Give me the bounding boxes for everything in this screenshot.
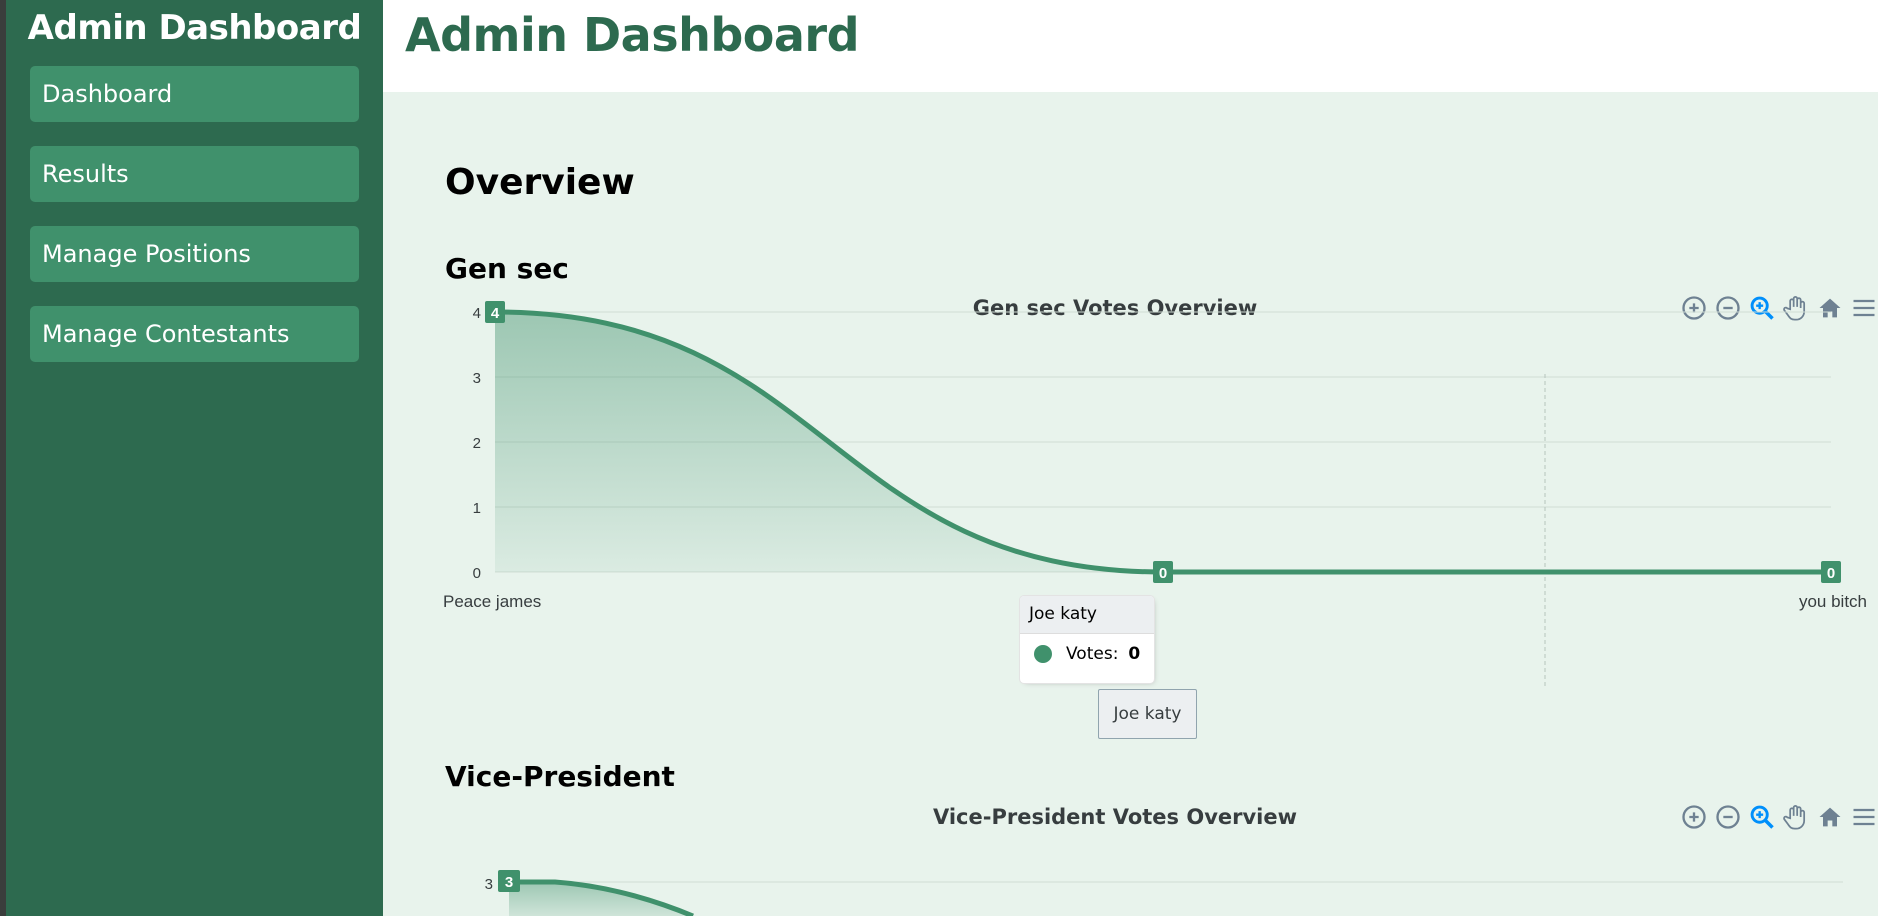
sidebar-item-dashboard[interactable]: Dashboard (30, 66, 359, 122)
tooltip-row: Votes: 0 (1020, 634, 1154, 664)
header: Admin Dashboard (383, 0, 1878, 92)
zoom-select-icon[interactable] (1748, 803, 1776, 831)
data-label: 0 (1159, 565, 1167, 582)
window-edge (0, 0, 6, 916)
data-label: 0 (1827, 565, 1835, 582)
overview-heading: Overview (445, 162, 635, 203)
data-label-box (1821, 561, 1841, 583)
y-tick-label: 3 (473, 370, 481, 387)
x-tick-label: Peace james (443, 592, 541, 611)
series-area-votes (495, 312, 1831, 572)
menu-icon[interactable] (1850, 803, 1878, 831)
data-label-box (485, 301, 505, 323)
tooltip-title: Joe katy (1020, 596, 1154, 634)
main-content: Overview Gen sec Gen sec Votes Overview … (383, 92, 1878, 916)
home-icon[interactable] (1816, 294, 1844, 322)
zoom-out-icon[interactable] (1714, 294, 1742, 322)
sidebar: Admin Dashboard Dashboard Results Manage… (6, 0, 383, 916)
tooltip-series-label: Votes: (1066, 644, 1119, 664)
section-title-vice-president: Vice-President (445, 760, 675, 793)
pan-hand-icon[interactable] (1782, 294, 1810, 322)
menu-icon[interactable] (1850, 294, 1878, 322)
y-tick-label: 3 (485, 876, 493, 893)
data-label-box (498, 870, 520, 892)
chart-gen-sec: 0 1 2 3 4 4 0 0 Peace james you bitch (443, 301, 1867, 686)
zoom-out-icon[interactable] (1714, 803, 1742, 831)
y-tick-label: 1 (473, 500, 481, 517)
chart-title-gen-sec: Gen sec Votes Overview (972, 296, 1258, 320)
data-label: 3 (505, 874, 513, 891)
chart-vice-president: 3 3 (485, 870, 1843, 916)
home-icon[interactable] (1816, 803, 1844, 831)
chart-toolbar-vice-president (1680, 803, 1878, 831)
y-tick-label: 2 (473, 435, 481, 452)
sidebar-item-manage-positions[interactable]: Manage Positions (30, 226, 359, 282)
tooltip-value: 0 (1128, 644, 1141, 664)
sidebar-item-manage-contestants[interactable]: Manage Contestants (30, 306, 359, 362)
series-marker (1034, 645, 1052, 663)
pan-hand-icon[interactable] (1782, 803, 1810, 831)
chart-tooltip: Joe katy Votes: 0 (1019, 595, 1155, 684)
section-title-gen-sec: Gen sec (445, 252, 569, 285)
y-tick-label: 0 (473, 565, 481, 582)
zoom-in-icon[interactable] (1680, 803, 1708, 831)
x-axis-tooltip: Joe katy (1098, 689, 1197, 739)
series-line-votes (509, 879, 694, 916)
zoom-select-icon[interactable] (1748, 294, 1776, 322)
data-label: 4 (491, 305, 500, 322)
zoom-in-icon[interactable] (1680, 294, 1708, 322)
sidebar-item-results[interactable]: Results (30, 146, 359, 202)
page-title: Admin Dashboard (405, 8, 860, 62)
y-tick-label: 4 (473, 305, 481, 322)
chart-toolbar-gen-sec (1680, 294, 1878, 322)
series-area-votes (509, 882, 693, 916)
chart-title-vice-president: Vice-President Votes Overview (932, 805, 1298, 829)
sidebar-title: Admin Dashboard (27, 8, 362, 48)
data-label-box (1153, 561, 1173, 583)
series-line-votes (494, 309, 1831, 575)
x-tick-label: you bitch (1799, 592, 1867, 611)
